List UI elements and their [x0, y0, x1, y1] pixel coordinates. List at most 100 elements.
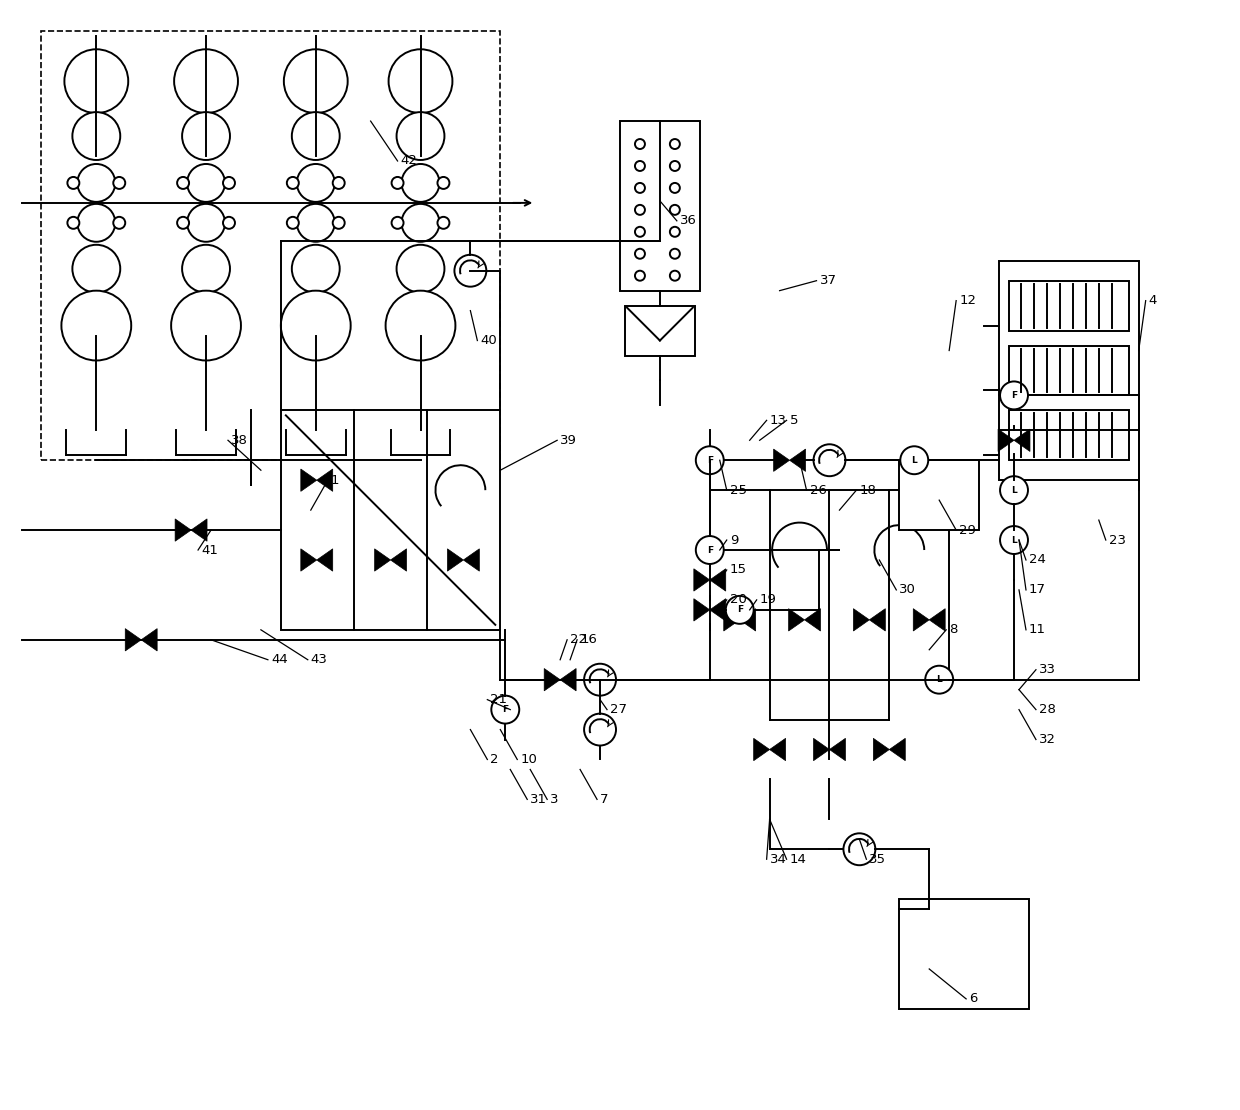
Polygon shape	[830, 738, 846, 760]
Text: L: L	[1011, 486, 1017, 495]
Text: 15: 15	[729, 564, 746, 576]
Circle shape	[584, 714, 616, 746]
Circle shape	[454, 255, 486, 286]
Circle shape	[177, 176, 188, 189]
Circle shape	[635, 271, 645, 281]
Circle shape	[635, 249, 645, 259]
Polygon shape	[869, 608, 885, 630]
Text: 24: 24	[1029, 554, 1045, 566]
Circle shape	[999, 382, 1028, 410]
Text: 3: 3	[551, 793, 559, 806]
Text: F: F	[707, 545, 713, 555]
Polygon shape	[448, 548, 464, 572]
Circle shape	[187, 204, 224, 242]
Circle shape	[177, 216, 188, 229]
Circle shape	[174, 49, 238, 113]
Circle shape	[296, 204, 335, 242]
Text: 17: 17	[1029, 584, 1047, 596]
Circle shape	[670, 183, 680, 193]
Text: 26: 26	[810, 484, 826, 496]
Text: 22: 22	[570, 634, 587, 646]
Polygon shape	[709, 568, 725, 592]
Circle shape	[291, 112, 340, 160]
Polygon shape	[813, 738, 830, 760]
Circle shape	[67, 176, 79, 189]
Circle shape	[392, 216, 403, 229]
Circle shape	[113, 176, 125, 189]
Circle shape	[77, 164, 115, 202]
Circle shape	[397, 245, 444, 293]
Circle shape	[584, 664, 616, 696]
Circle shape	[670, 205, 680, 215]
Circle shape	[843, 834, 875, 865]
Text: 38: 38	[231, 434, 248, 447]
Circle shape	[67, 216, 79, 229]
Circle shape	[670, 139, 680, 149]
Text: 18: 18	[859, 484, 877, 496]
Polygon shape	[853, 608, 869, 630]
Polygon shape	[175, 518, 191, 542]
Text: 13: 13	[770, 414, 786, 427]
Circle shape	[670, 271, 680, 281]
Polygon shape	[709, 598, 725, 620]
Bar	[899, 899, 1029, 1009]
Polygon shape	[740, 608, 755, 630]
Circle shape	[72, 112, 120, 160]
Polygon shape	[316, 470, 332, 492]
Text: 41: 41	[201, 544, 218, 556]
Text: 32: 32	[1039, 733, 1056, 746]
Polygon shape	[790, 450, 806, 472]
Text: 21: 21	[490, 693, 507, 706]
Circle shape	[182, 112, 229, 160]
Polygon shape	[125, 628, 141, 650]
Text: 29: 29	[960, 524, 976, 536]
Bar	[625, 305, 694, 355]
Circle shape	[392, 176, 403, 189]
Text: 39: 39	[560, 434, 577, 447]
Circle shape	[332, 216, 345, 229]
Polygon shape	[889, 738, 905, 760]
Text: 35: 35	[869, 852, 887, 866]
Circle shape	[438, 176, 449, 189]
Polygon shape	[724, 608, 740, 630]
Polygon shape	[391, 548, 407, 572]
Circle shape	[280, 291, 351, 361]
Text: 19: 19	[760, 594, 776, 606]
Circle shape	[635, 161, 645, 171]
Circle shape	[397, 112, 444, 160]
Circle shape	[284, 49, 347, 113]
Polygon shape	[301, 548, 316, 572]
Circle shape	[286, 216, 299, 229]
Text: 36: 36	[680, 214, 697, 228]
Circle shape	[670, 249, 680, 259]
Circle shape	[635, 226, 645, 236]
Circle shape	[813, 444, 846, 476]
Circle shape	[696, 446, 724, 474]
Circle shape	[291, 245, 340, 293]
Polygon shape	[929, 608, 945, 630]
Polygon shape	[316, 548, 332, 572]
Text: 8: 8	[949, 624, 957, 636]
Polygon shape	[544, 668, 560, 690]
Polygon shape	[789, 608, 805, 630]
Text: 34: 34	[770, 852, 786, 866]
Text: 9: 9	[729, 534, 738, 546]
Text: 7: 7	[600, 793, 609, 806]
Circle shape	[223, 216, 234, 229]
Polygon shape	[998, 430, 1014, 452]
Polygon shape	[141, 628, 157, 650]
Bar	[709, 491, 949, 679]
Text: L: L	[936, 675, 942, 684]
Bar	[280, 411, 500, 629]
Circle shape	[386, 291, 455, 361]
Text: 31: 31	[531, 793, 547, 806]
Bar	[1009, 411, 1128, 461]
Polygon shape	[374, 548, 391, 572]
Circle shape	[635, 139, 645, 149]
Text: F: F	[1011, 391, 1017, 400]
Text: 14: 14	[790, 852, 806, 866]
Circle shape	[113, 216, 125, 229]
Circle shape	[388, 49, 453, 113]
Bar	[1009, 281, 1128, 331]
Circle shape	[438, 216, 449, 229]
